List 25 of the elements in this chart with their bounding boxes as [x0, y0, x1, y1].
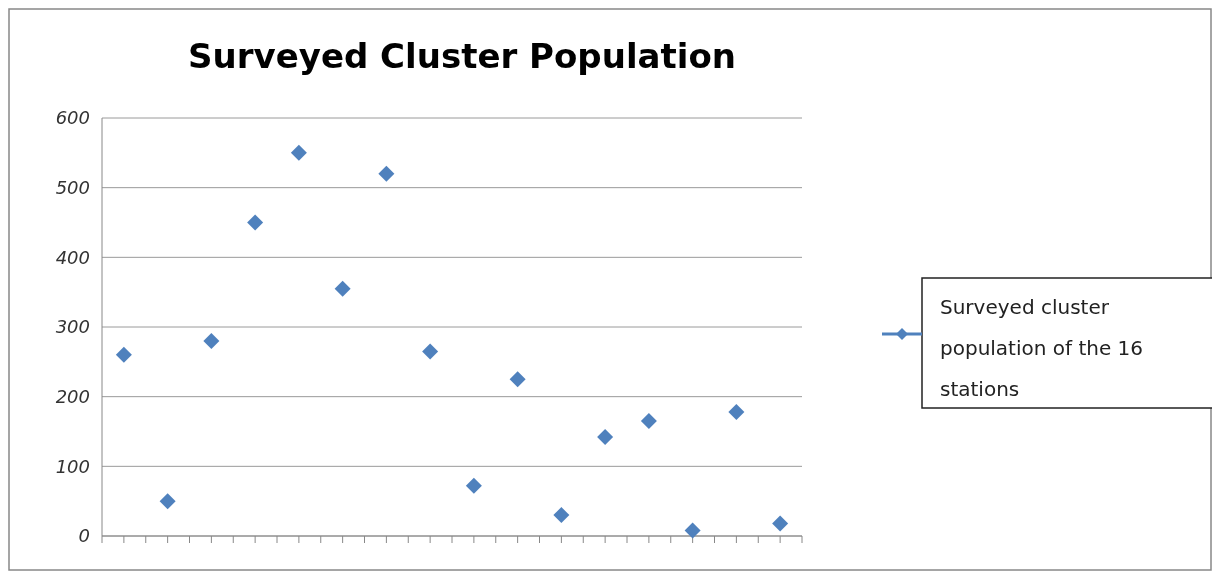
y-tick-label: 200: [55, 385, 90, 407]
point: [772, 515, 789, 532]
legend-label: Surveyed cluster population of the 16 stations: [940, 295, 1144, 401]
y-tick-label: 600: [55, 107, 90, 129]
chart-title: Surveyed Cluster Population: [188, 36, 736, 76]
point: [465, 477, 482, 494]
point: [247, 214, 264, 231]
point: [728, 403, 745, 420]
point: [159, 493, 176, 510]
point: [553, 507, 570, 524]
point: [684, 522, 701, 539]
y-tick-label: 400: [55, 246, 90, 268]
point: [597, 429, 614, 446]
y-tick-label: 300: [55, 316, 90, 338]
point: [290, 144, 307, 161]
point: [334, 280, 351, 297]
point: [115, 346, 132, 363]
point: [422, 343, 439, 360]
y-tick-label: 100: [55, 455, 90, 477]
y-tick-label: 500: [55, 176, 90, 198]
point: [203, 332, 220, 349]
point: [378, 165, 395, 182]
point: [640, 413, 657, 430]
y-tick-label: 0: [78, 525, 90, 547]
point: [509, 371, 526, 388]
